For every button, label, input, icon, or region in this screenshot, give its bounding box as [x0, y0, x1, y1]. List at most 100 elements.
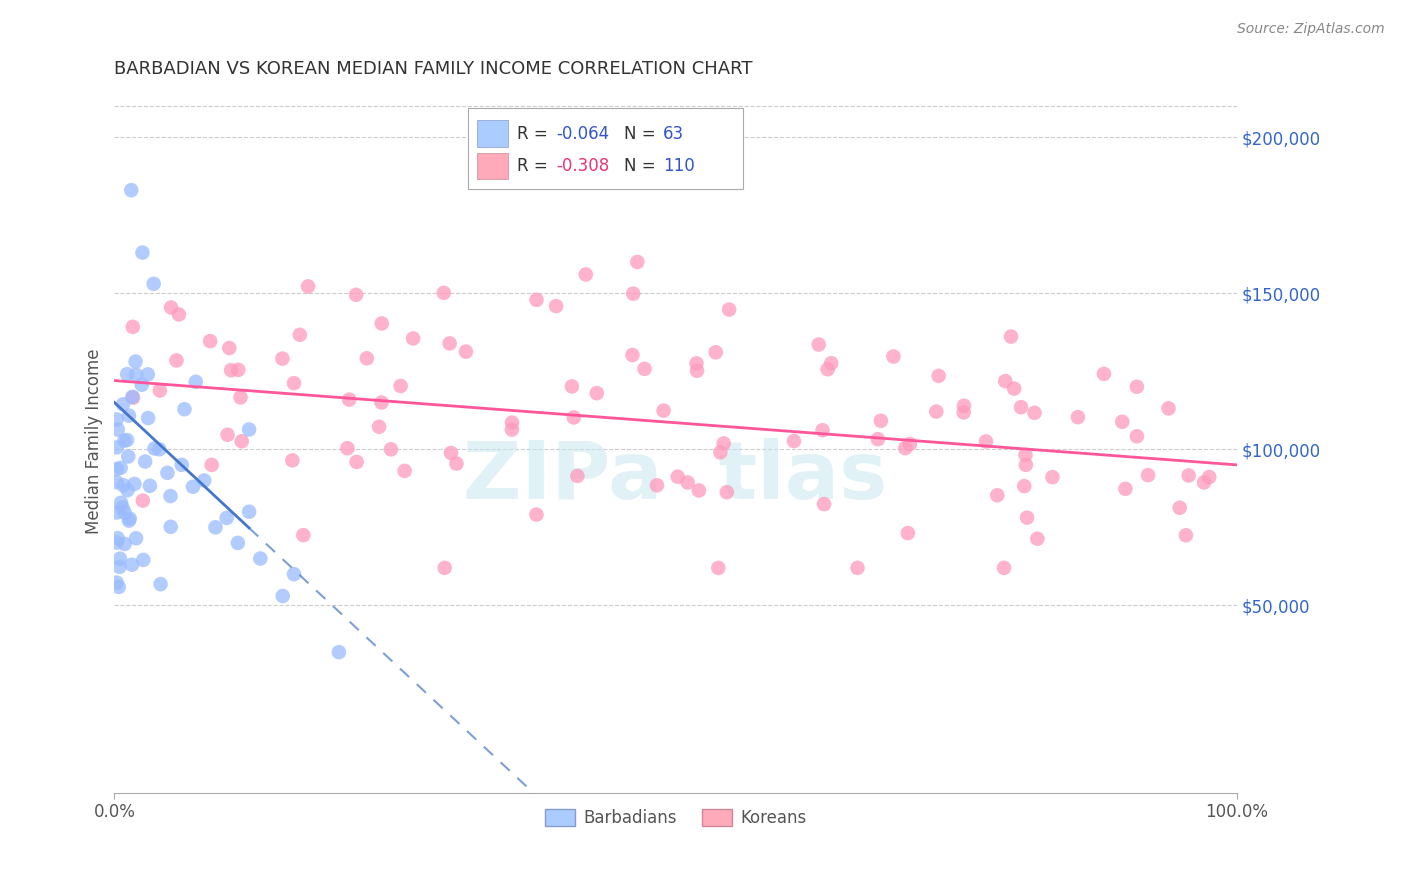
Point [807, 337, 830, 351]
Point [328, 645, 350, 659]
Text: 110: 110 [664, 157, 695, 175]
Point [114, 537, 136, 551]
Point [238, 505, 260, 519]
Point [204, 520, 226, 534]
Point [143, 442, 166, 456]
FancyBboxPatch shape [468, 108, 742, 188]
Point [181, 480, 204, 494]
Point [344, 288, 367, 302]
Point [201, 458, 224, 472]
Point [218, 341, 240, 355]
Point [117, 483, 139, 498]
Point [118, 514, 141, 528]
Point [1092, 367, 1115, 381]
Point [440, 446, 463, 460]
Point [953, 399, 976, 413]
Y-axis label: Median Family Income: Median Family Income [86, 349, 103, 534]
Point [1177, 468, 1199, 483]
Point [707, 561, 730, 575]
Point [297, 279, 319, 293]
Point [585, 386, 607, 401]
Point [716, 485, 738, 500]
Point [1015, 458, 1038, 472]
Point [271, 351, 294, 366]
Point [1198, 470, 1220, 484]
Point [688, 483, 710, 498]
Point [1000, 329, 1022, 343]
Point [894, 441, 917, 455]
Point [117, 450, 139, 464]
Point [115, 367, 138, 381]
Point [454, 344, 477, 359]
Point [371, 317, 394, 331]
Point [107, 531, 129, 545]
Point [283, 567, 305, 582]
Point [370, 395, 392, 409]
Point [446, 457, 468, 471]
Point [118, 409, 141, 423]
Point [292, 528, 315, 542]
Point [110, 461, 132, 475]
Point [115, 433, 138, 447]
Point [215, 511, 238, 525]
Point [925, 404, 948, 418]
Point [562, 410, 585, 425]
Point [433, 285, 456, 300]
Point [114, 506, 136, 520]
Point [198, 334, 221, 348]
Point [166, 353, 188, 368]
Point [159, 489, 181, 503]
Point [820, 356, 842, 370]
Point [108, 559, 131, 574]
Point [621, 286, 644, 301]
Point [897, 526, 920, 541]
Point [709, 445, 731, 459]
Point [368, 419, 391, 434]
Point [149, 577, 172, 591]
Point [112, 434, 135, 448]
Point [226, 363, 249, 377]
Point [105, 462, 128, 476]
Point [1114, 482, 1136, 496]
Point [112, 478, 135, 492]
Point [993, 561, 1015, 575]
Point [249, 551, 271, 566]
Point [107, 423, 129, 437]
Point [1024, 406, 1046, 420]
Point [105, 475, 128, 490]
Point [1010, 401, 1032, 415]
Point [184, 375, 207, 389]
Point [575, 268, 598, 282]
Point [124, 477, 146, 491]
Point [389, 379, 412, 393]
Point [1042, 470, 1064, 484]
Point [394, 464, 416, 478]
Point [713, 436, 735, 450]
Point [131, 377, 153, 392]
Point [356, 351, 378, 366]
Point [124, 354, 146, 368]
Point [271, 589, 294, 603]
Point [231, 434, 253, 449]
Text: -0.064: -0.064 [557, 125, 610, 143]
Point [118, 511, 141, 525]
Point [121, 390, 143, 404]
Text: R =: R = [517, 157, 554, 175]
Point [561, 379, 583, 393]
Point [1192, 475, 1215, 490]
FancyBboxPatch shape [477, 120, 509, 147]
Point [952, 405, 974, 419]
Point [811, 423, 834, 437]
Point [1015, 510, 1038, 524]
Point [1126, 380, 1149, 394]
Point [131, 245, 153, 260]
Point [105, 412, 128, 426]
Text: BARBADIAN VS KOREAN MEDIAN FAMILY INCOME CORRELATION CHART: BARBADIAN VS KOREAN MEDIAN FAMILY INCOME… [114, 60, 752, 78]
Point [1157, 401, 1180, 416]
Text: R =: R = [517, 125, 554, 143]
Point [125, 531, 148, 545]
Point [621, 348, 644, 362]
Point [336, 441, 359, 455]
Point [1111, 415, 1133, 429]
Point [866, 432, 889, 446]
